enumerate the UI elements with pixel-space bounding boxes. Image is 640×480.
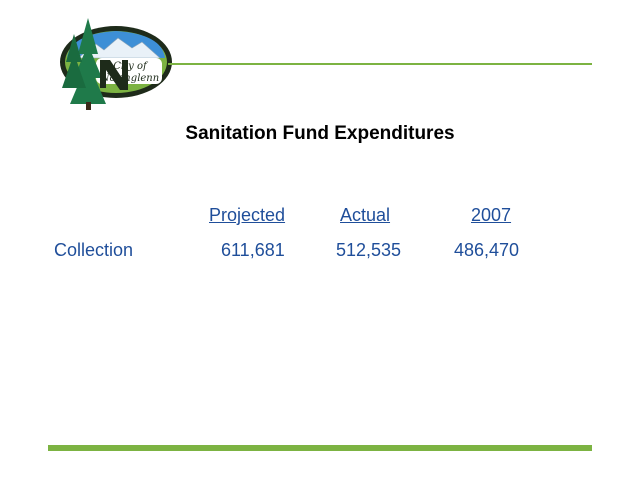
column-header-2007: 2007 — [471, 205, 512, 225]
cell-collection-2007: 486,470 — [454, 240, 520, 260]
slide-title: Sanitation Fund Expenditures — [185, 123, 455, 144]
northglenn-seal-icon: City of Northglenn — [60, 18, 172, 110]
column-header-actual: Actual — [340, 205, 391, 225]
svg-text:City of: City of — [113, 61, 149, 72]
svg-text:Northglenn: Northglenn — [100, 73, 159, 84]
row-label-collection: Collection — [54, 240, 134, 260]
cell-collection-actual: 512,535 — [336, 240, 402, 260]
column-header-projected: Projected — [209, 205, 286, 225]
bottom-divider — [48, 445, 592, 451]
city-logo: City of Northglenn — [44, 14, 176, 110]
cell-collection-projected: 611,681 — [221, 240, 285, 260]
top-divider — [168, 63, 592, 65]
